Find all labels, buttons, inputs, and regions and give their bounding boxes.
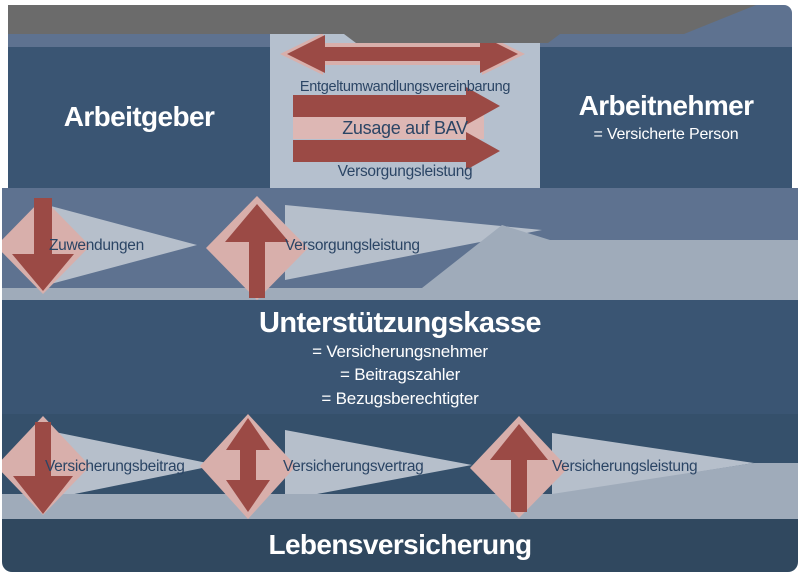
beitrag-wedge [45,430,217,500]
versorgungsleistung-arrow-icon [293,132,500,170]
versorgung-wedge [285,205,542,280]
versicherungsvertrag-double-arrow-icon [226,418,270,512]
employer-kasse-band: Zuwendungen Versorgungsleistung [2,188,798,300]
versicherungsbeitrag-down-arrow-icon [13,422,73,514]
insurer-box: Lebensversicherung [2,519,798,572]
double-arrow-horizontal-icon [287,35,518,73]
kasse-insurer-arrows [2,414,798,519]
zuwendungen-label: Zuwendungen [49,237,144,254]
vertrag-wedge [285,430,472,500]
employee-box: Arbeitnehmer = Versicherte Person [540,47,792,188]
kasse-insurer-band: Versicherungsbeitrag Versicherungsvertra… [2,414,798,519]
employer-title: Arbeitgeber [63,101,215,133]
lower-light-region [2,225,798,300]
obscured-label-remnant [368,34,436,42]
employment-relation-column: Entgeltumwandlungsvereinbarung Zusage au… [270,33,540,188]
employee-subtitle: = Versicherte Person [593,126,739,144]
zuwendungen-wedge [47,205,197,285]
entgeltumwandlung-label: Entgeltumwandlungsvereinbarung [299,79,511,95]
employer-kasse-arrows [2,196,798,300]
versicherungsleistung-label: Versicherungsleistung [552,458,698,475]
versorgungsleistung-label: Versorgungsleistung [337,163,473,180]
leistung-wedge [552,433,754,495]
employment-arrows [280,33,525,170]
lower-light-region [2,463,798,519]
kasse-title: Unterstützungskasse [259,307,542,339]
zusage-arrow-icon [293,87,500,125]
zuwendungen-down-arrow-icon [12,198,74,291]
versicherungsleistung-up-arrow-icon [490,424,548,512]
kasse-box: Unterstützungskasse = Versicherungsnehme… [2,300,798,414]
zusage-pink-band [293,115,484,139]
versorgungsleistung-mid-label: Versorgungsleistung [285,237,420,254]
versorgungsleistung-up-arrow-icon [225,204,289,298]
employer-box: Arbeitgeber [8,47,270,188]
kasse-role-bezugsberechtigter: = Bezugsberechtigter [321,388,479,408]
zusage-label: Zusage auf BAV [342,118,468,138]
versicherungsvertrag-label: Versicherungsvertrag [283,458,424,475]
kasse-role-beitragszahler: = Beitragszahler [339,365,461,385]
insurer-title: Lebensversicherung [268,529,532,561]
kasse-role-versicherungsnehmer: = Versicherungsnehmer [312,341,488,361]
employee-title: Arbeitnehmer [578,89,754,121]
versicherungsbeitrag-label: Versicherungsbeitrag [45,458,185,475]
